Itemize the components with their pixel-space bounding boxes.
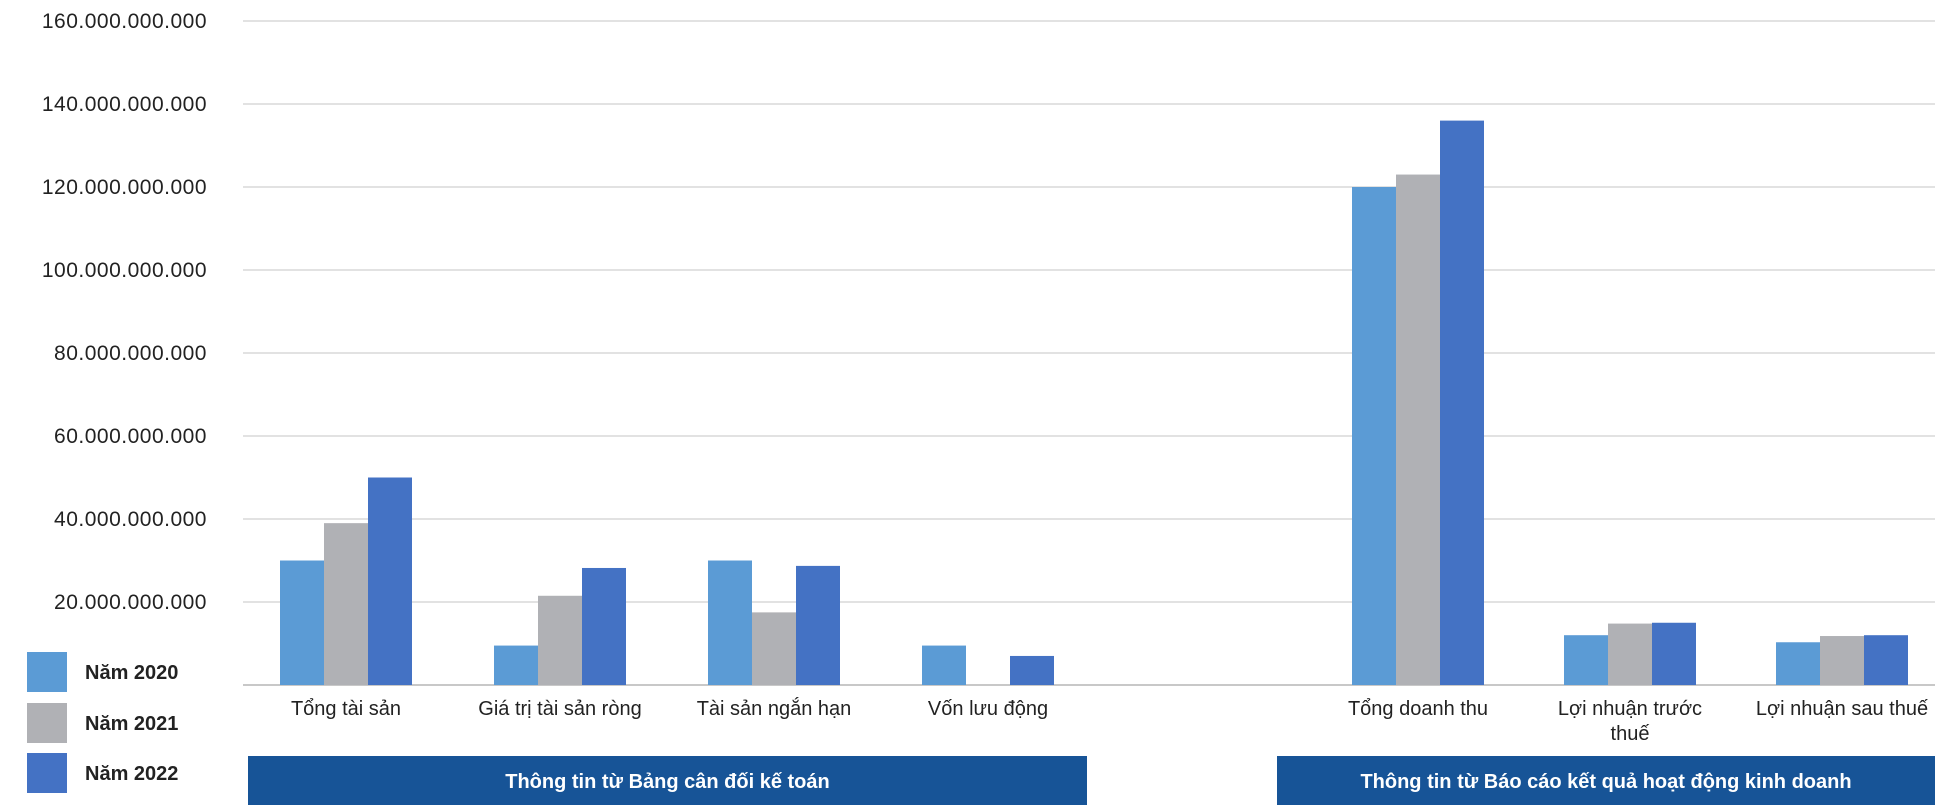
bar-năm-2021 bbox=[538, 595, 582, 685]
category-label: Tổng doanh thu bbox=[1348, 698, 1488, 720]
y-tick-label: 100.000.000.000 bbox=[42, 259, 207, 282]
bar-năm-2022 bbox=[582, 567, 626, 685]
legend-swatch bbox=[27, 703, 67, 743]
bar-năm-2020 bbox=[708, 560, 752, 685]
bar-năm-2022 bbox=[368, 477, 412, 685]
y-tick-label: 140.000.000.000 bbox=[42, 93, 207, 116]
bar-năm-2022 bbox=[1864, 635, 1908, 685]
y-tick-label: 20.000.000.000 bbox=[54, 591, 207, 614]
group-banner-label: Thông tin từ Bảng cân đối kế toán bbox=[505, 771, 829, 793]
bar-năm-2020 bbox=[922, 645, 966, 685]
bar-năm-2020 bbox=[494, 645, 538, 685]
legend-swatch bbox=[27, 652, 67, 692]
bar-năm-2021 bbox=[1608, 623, 1652, 685]
category-label: Lợi nhuận trước bbox=[1558, 698, 1702, 720]
group-banner bbox=[1277, 756, 1935, 805]
category-label: thuế bbox=[1611, 723, 1650, 745]
category-label: Giá trị tài sản ròng bbox=[478, 698, 641, 720]
legend-swatch bbox=[27, 753, 67, 793]
bar-năm-2021 bbox=[1396, 174, 1440, 686]
y-tick-label: 40.000.000.000 bbox=[54, 508, 207, 531]
bar-năm-2022 bbox=[1010, 655, 1054, 685]
bar-năm-2021 bbox=[324, 523, 368, 685]
bar-năm-2021 bbox=[1820, 636, 1864, 685]
y-tick-label: 80.000.000.000 bbox=[54, 342, 207, 365]
bar-năm-2020 bbox=[1352, 187, 1396, 685]
bar-năm-2021 bbox=[752, 612, 796, 685]
y-tick-label: 60.000.000.000 bbox=[54, 425, 207, 448]
legend-label: Năm 2020 bbox=[85, 662, 178, 684]
category-label: Lợi nhuận sau thuế bbox=[1756, 698, 1928, 720]
legend-label: Năm 2022 bbox=[85, 763, 178, 785]
bar-năm-2022 bbox=[1652, 622, 1696, 685]
y-tick-label: 160.000.000.000 bbox=[42, 10, 207, 33]
legend-label: Năm 2021 bbox=[85, 713, 178, 735]
bar-năm-2020 bbox=[1776, 642, 1820, 685]
category-label: Tổng tài sản bbox=[291, 698, 401, 720]
bar-năm-2020 bbox=[280, 560, 324, 685]
bar-năm-2020 bbox=[1564, 635, 1608, 685]
category-label: Vốn lưu động bbox=[928, 698, 1048, 720]
bar-năm-2022 bbox=[1440, 120, 1484, 686]
group-banner bbox=[248, 756, 1087, 805]
bar-năm-2022 bbox=[796, 565, 840, 685]
category-label: Tài sản ngắn hạn bbox=[697, 697, 852, 720]
y-tick-label: 120.000.000.000 bbox=[42, 176, 207, 199]
group-banner-label: Thông tin từ Báo cáo kết quả hoạt động k… bbox=[1360, 771, 1851, 793]
